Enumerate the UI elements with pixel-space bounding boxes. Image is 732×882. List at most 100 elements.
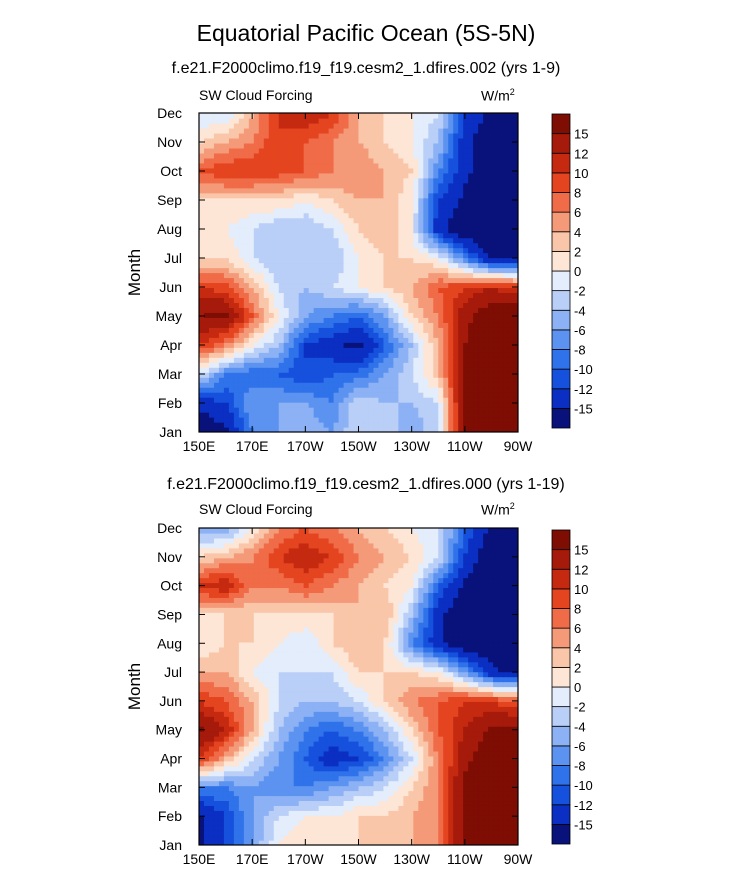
heatmap-cell <box>238 182 245 189</box>
heatmap-cell <box>413 297 419 303</box>
heatmap-cell <box>363 402 370 408</box>
heatmap-cell <box>393 810 399 816</box>
heatmap-cell <box>208 322 215 328</box>
heatmap-cell <box>473 137 479 144</box>
heatmap-cell <box>408 177 414 184</box>
heatmap-cell <box>388 407 394 413</box>
heatmap-cell <box>273 820 280 826</box>
heatmap-cell <box>383 407 389 413</box>
heatmap-cell <box>353 397 360 403</box>
heatmap-cell <box>403 297 409 303</box>
heatmap-cell <box>288 247 295 254</box>
heatmap-cell <box>388 840 394 845</box>
heatmap-cell <box>393 227 399 234</box>
heatmap-cell <box>493 192 499 199</box>
heatmap-cell <box>333 382 340 388</box>
heatmap-cell <box>218 127 225 134</box>
heatmap-cell <box>443 162 449 169</box>
heatmap-cell <box>288 187 295 194</box>
heatmap-cell <box>488 377 494 383</box>
heatmap-cell <box>388 252 394 259</box>
heatmap-cell <box>388 282 394 289</box>
heatmap-cell <box>438 427 444 432</box>
heatmap-cell <box>458 302 464 308</box>
heatmap-cell <box>223 422 230 428</box>
heatmap-cell <box>453 282 459 289</box>
heatmap-cell <box>253 357 260 363</box>
heatmap-cell <box>348 337 355 343</box>
heatmap-cell <box>248 342 255 348</box>
heatmap-cell <box>199 127 205 134</box>
heatmap-cell <box>493 367 499 373</box>
heatmap-cell <box>288 377 295 383</box>
heatmap-cell <box>358 217 365 224</box>
heatmap-cell <box>338 312 345 318</box>
heatmap-cell <box>248 327 255 333</box>
heatmap-cell <box>378 322 385 328</box>
heatmap-cell <box>263 332 270 338</box>
heatmap-cell <box>468 337 474 343</box>
heatmap-cell <box>318 297 325 303</box>
heatmap-cell <box>378 840 385 845</box>
heatmap-cell <box>293 820 300 826</box>
heatmap-cell <box>368 232 375 239</box>
heatmap-cell <box>403 785 409 792</box>
heatmap-cell <box>233 287 240 294</box>
heatmap-cell <box>298 252 305 259</box>
heatmap-cell <box>513 172 518 179</box>
heatmap-cell <box>513 332 518 338</box>
heatmap-cell <box>318 222 325 229</box>
heatmap-cell <box>393 427 399 432</box>
heatmap-cell <box>463 407 469 413</box>
heatmap-cell <box>313 372 320 378</box>
heatmap-cell <box>478 187 484 194</box>
heatmap-cell <box>508 820 514 826</box>
heatmap-cell <box>323 207 330 214</box>
heatmap-cell <box>338 282 345 289</box>
heatmap-cell <box>248 402 255 408</box>
heatmap-cell <box>253 800 260 806</box>
heatmap-cell <box>318 312 325 318</box>
heatmap-cell <box>263 242 270 249</box>
heatmap-cell <box>328 247 335 254</box>
heatmap-cell <box>368 113 375 119</box>
heatmap-cell <box>213 162 220 169</box>
heatmap-cell <box>303 292 310 299</box>
heatmap-cell <box>298 337 305 343</box>
heatmap-cell <box>373 342 380 348</box>
heatmap-cell <box>373 247 380 254</box>
heatmap-cell <box>223 332 230 338</box>
heatmap-cell <box>508 142 514 149</box>
heatmap-cell <box>498 352 504 358</box>
heatmap-cell <box>368 815 375 821</box>
heatmap-cell <box>468 157 474 164</box>
heatmap-cell <box>363 317 370 323</box>
heatmap-cell <box>453 262 459 269</box>
heatmap-cell <box>398 222 404 229</box>
heatmap-cell <box>448 332 454 338</box>
heatmap-cell <box>348 805 355 811</box>
heatmap-cell <box>228 347 235 353</box>
heatmap-cell <box>453 820 459 826</box>
heatmap-cell <box>273 417 280 423</box>
heatmap-cell <box>323 127 330 134</box>
heatmap-cell <box>403 272 409 279</box>
heatmap-cell <box>348 377 355 383</box>
heatmap-cell <box>263 217 270 224</box>
heatmap-cell <box>283 117 290 124</box>
heatmap-cell <box>398 217 404 224</box>
heatmap-cell <box>508 422 514 428</box>
heatmap-cell <box>463 302 469 308</box>
heatmap-cell <box>238 147 245 154</box>
heatmap-cell <box>508 800 514 806</box>
heatmap-cell <box>203 217 210 224</box>
heatmap-cell <box>293 815 300 821</box>
heatmap-cell <box>513 272 518 279</box>
heatmap-cell <box>468 182 474 189</box>
heatmap-cell <box>393 327 399 333</box>
heatmap-cell <box>313 162 320 169</box>
heatmap-cell <box>443 222 449 229</box>
heatmap-cell <box>243 142 250 149</box>
heatmap-cell <box>428 377 434 383</box>
